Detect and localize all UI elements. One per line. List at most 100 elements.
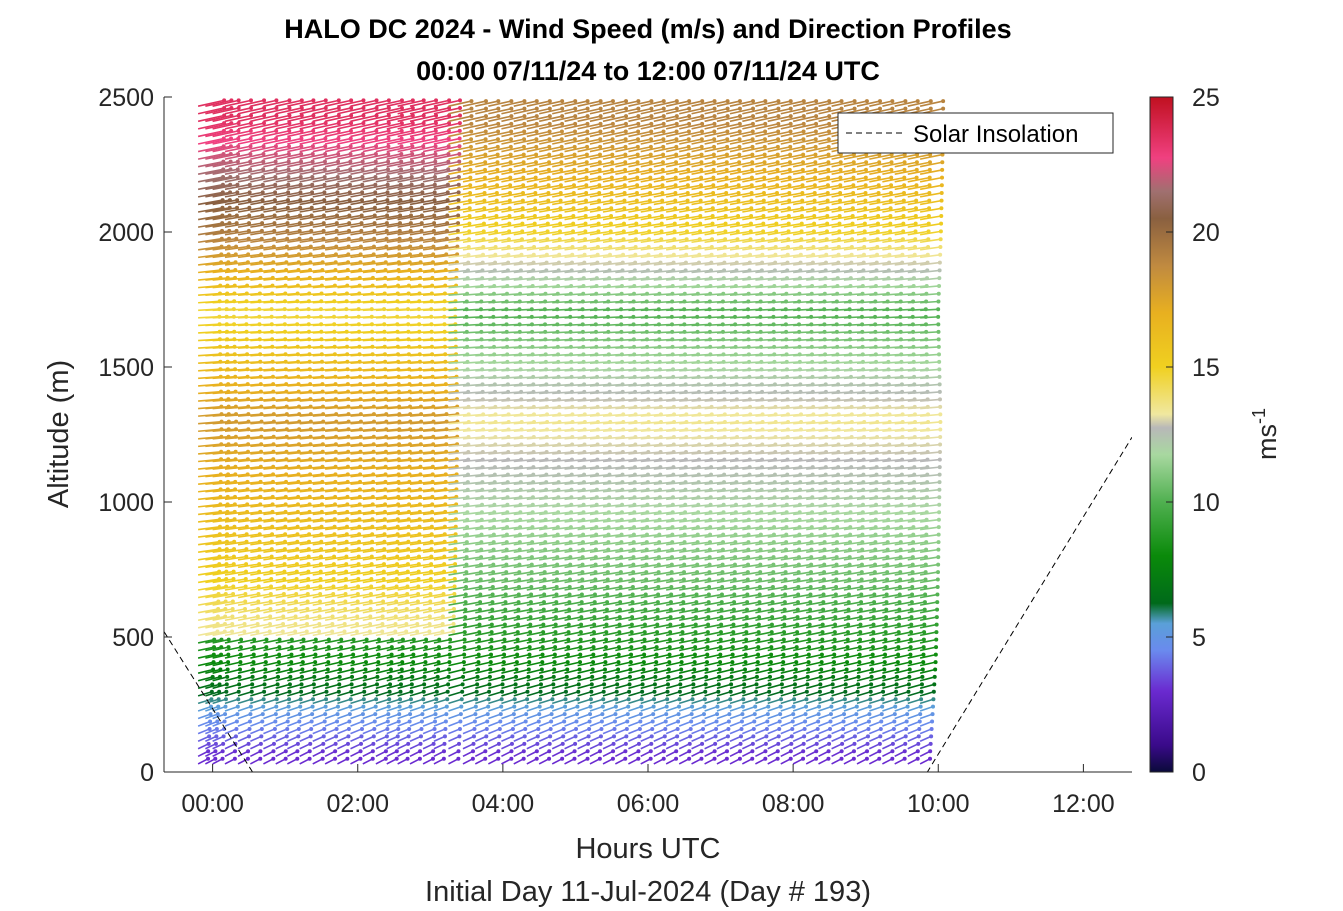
- wind-vector-head: [248, 128, 253, 133]
- wind-vector: [205, 511, 228, 516]
- wind-vector: [263, 261, 287, 266]
- wind-vector-head: [237, 682, 242, 687]
- wind-vector-head: [496, 756, 501, 761]
- wind-vector-head: [280, 629, 285, 634]
- wind-vector-head: [255, 614, 260, 619]
- wind-vector: [263, 563, 285, 569]
- wind-vector: [275, 122, 302, 130]
- wind-vector: [287, 443, 311, 448]
- wind-vector: [275, 398, 299, 402]
- wind-vector-head: [373, 712, 378, 717]
- wind-vector-head: [483, 741, 488, 746]
- wind-vector-head: [525, 689, 530, 694]
- wind-vector-head: [363, 660, 368, 665]
- wind-vector: [250, 458, 274, 463]
- wind-vector: [197, 183, 224, 191]
- wind-vector-head: [526, 667, 531, 672]
- wind-vector: [275, 473, 299, 478]
- wind-vector: [299, 503, 323, 508]
- wind-vector-head: [261, 136, 266, 141]
- wind-vector-head: [262, 113, 267, 118]
- wind-vector-head: [236, 151, 241, 156]
- wind-vector: [287, 503, 310, 508]
- wind-vector-head: [459, 697, 464, 702]
- wind-vector: [212, 284, 235, 289]
- wind-vector: [212, 153, 239, 160]
- wind-vector-head: [244, 562, 249, 567]
- wind-vector-head: [547, 749, 552, 754]
- wind-vector: [205, 563, 227, 569]
- wind-vector: [312, 435, 337, 440]
- wind-vector: [197, 199, 223, 206]
- wind-vector: [250, 466, 274, 470]
- wind-vector: [224, 525, 247, 531]
- wind-vector-head: [293, 629, 298, 634]
- wind-vector: [237, 153, 264, 160]
- wind-vector: [312, 593, 334, 599]
- wind-vector: [212, 368, 236, 372]
- wind-vector: [205, 145, 232, 153]
- wind-vector-head: [364, 645, 369, 650]
- wind-vector: [237, 413, 262, 417]
- wind-vector-head: [309, 221, 314, 226]
- wind-vector: [237, 473, 261, 478]
- wind-vector-head: [421, 98, 426, 103]
- wind-vector-head: [371, 734, 376, 739]
- wind-vector-head: [509, 106, 514, 111]
- wind-vector-head: [387, 689, 392, 694]
- wind-vector-head: [318, 584, 323, 589]
- wind-vector-head: [323, 712, 328, 717]
- wind-vector: [224, 390, 248, 395]
- wind-vector: [299, 488, 323, 493]
- wind-vector-head: [309, 205, 314, 210]
- wind-vector: [275, 578, 297, 584]
- wind-vector: [237, 300, 260, 304]
- wind-vector: [237, 548, 260, 554]
- wind-vector: [312, 413, 337, 417]
- wind-vector-head: [311, 136, 316, 141]
- wind-vector: [299, 398, 323, 402]
- wind-vector: [250, 503, 273, 508]
- wind-vector: [205, 230, 230, 236]
- wind-vector-head: [511, 719, 516, 724]
- wind-vector-head: [243, 569, 248, 574]
- wind-vector-head: [206, 756, 211, 761]
- wind-vector-head: [483, 121, 488, 126]
- wind-vector: [299, 368, 323, 372]
- wind-vector-head: [424, 637, 429, 642]
- wind-vector-head: [348, 704, 353, 709]
- wind-vector: [312, 540, 335, 546]
- wind-vector: [287, 496, 310, 501]
- wind-vector: [299, 585, 321, 591]
- wind-vector: [263, 555, 285, 561]
- wind-vector: [205, 608, 226, 614]
- wind-vector: [237, 600, 259, 606]
- wind-vector-head: [238, 652, 243, 657]
- wind-vector: [212, 728, 225, 735]
- wind-vector: [237, 705, 252, 712]
- wind-vector: [237, 638, 255, 644]
- wind-vector: [299, 450, 323, 455]
- wind-vector-head: [433, 704, 438, 709]
- wind-vector: [212, 413, 237, 417]
- wind-vector: [212, 735, 224, 742]
- wind-vector: [237, 450, 262, 455]
- wind-vector-head: [281, 621, 286, 626]
- wind-vector: [212, 375, 236, 380]
- wind-vector-head: [552, 652, 557, 657]
- wind-vector-head: [547, 137, 552, 142]
- wind-vector: [224, 130, 251, 138]
- wind-vector-head: [209, 697, 214, 702]
- wind-vector-head: [553, 645, 558, 650]
- wind-vector: [224, 608, 246, 614]
- wind-vector: [198, 261, 222, 266]
- wind-vector: [275, 608, 296, 614]
- wind-vector-head: [298, 167, 303, 172]
- wind-vector-head: [351, 637, 356, 642]
- wind-vector-head: [235, 167, 240, 172]
- wind-vector: [287, 122, 314, 130]
- wind-vector: [212, 646, 229, 652]
- wind-vector: [275, 292, 298, 296]
- wind-vector: [237, 160, 264, 168]
- wind-vector-head: [547, 129, 552, 134]
